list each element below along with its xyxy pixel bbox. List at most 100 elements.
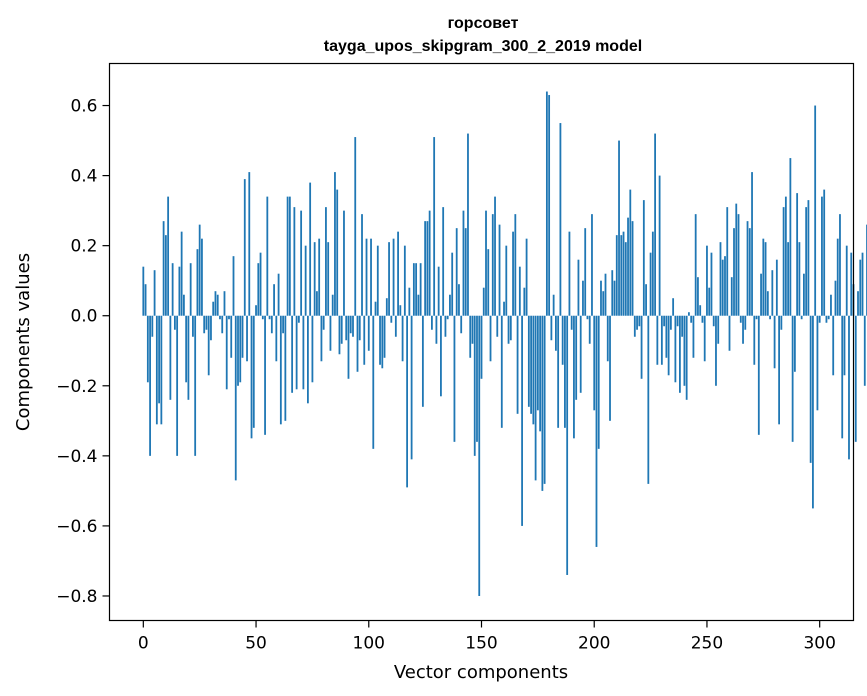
bar-249 [703,315,706,362]
x-tick-label: 0 [138,634,149,654]
bar-170 [525,238,528,316]
bar-268 [746,221,749,316]
bar-184 [557,315,560,428]
bar-165 [514,214,517,316]
bar-236 [674,315,677,383]
bar-111 [392,238,395,316]
bar-141 [460,315,463,334]
bar-35 [221,315,224,334]
bar-307 [834,280,837,316]
bar-263 [735,203,738,316]
bar-47 [248,172,251,316]
bar-189 [568,231,571,316]
bar-296 [809,315,812,463]
bar-118 [408,287,411,316]
bar-310 [841,315,844,439]
bar-13 [171,263,174,316]
bar-191 [573,315,575,439]
bar-24 [196,249,199,316]
bar-270 [751,172,753,316]
bar-149 [478,315,481,596]
bar-42 [237,315,239,386]
bar-122 [417,294,420,316]
bar-0 [142,266,145,316]
bar-262 [733,228,735,316]
bar-132 [440,315,442,397]
bar-115 [401,315,404,362]
bar-190 [570,315,573,330]
bar-237 [676,315,679,327]
bar-248 [701,315,704,323]
bar-90 [345,315,348,341]
bar-22 [192,315,194,337]
bar-221 [640,315,643,379]
bar-53 [261,315,264,320]
bar-153 [487,249,490,316]
bar-46 [246,315,248,362]
bar-219 [636,315,638,330]
y-axis-label: Components values [13,253,34,431]
bar-253 [712,315,715,327]
bar-21 [189,263,192,316]
bar-92 [349,315,352,334]
bar-186 [561,315,564,365]
bar-11 [167,196,170,316]
bar-63 [284,315,287,421]
bar-223 [645,284,647,316]
bar-28 [205,315,208,330]
bar-101 [370,238,372,316]
bar-265 [739,315,742,323]
bar-292 [800,315,803,320]
bar-108 [385,298,388,316]
bar-154 [489,315,492,362]
bar-224 [647,315,650,484]
bar-160 [503,301,505,316]
bar-285 [784,196,787,316]
bar-303 [825,315,828,323]
bar-222 [642,200,645,316]
x-tick-label: 200 [578,634,610,654]
bar-244 [692,315,695,358]
bar-71 [302,315,305,390]
bar-43 [239,315,242,383]
bar-318 [859,259,862,316]
bar-168 [521,315,523,526]
bar-114 [399,305,402,316]
bar-227 [654,133,656,316]
bar-121 [415,263,418,316]
bar-206 [606,315,609,362]
bar-12 [169,315,172,400]
bar-284 [782,207,785,316]
bar-210 [615,235,618,316]
bar-230 [660,315,663,365]
bar-312 [845,245,848,316]
bar-148 [476,315,478,442]
bar-306 [832,315,835,376]
bar-129 [433,137,436,316]
bar-142 [462,210,465,316]
bar-16 [178,266,181,316]
bar-183 [555,315,557,351]
bar-282 [778,315,780,425]
bar-313 [848,315,850,460]
bar-110 [390,315,393,323]
x-tick-label: 100 [353,634,385,654]
bar-103 [374,301,377,316]
bar-144 [467,133,469,316]
bar-152 [485,210,487,316]
bar-97 [361,214,363,316]
bar-254 [715,315,717,386]
bar-204 [602,291,605,316]
bar-278 [769,315,771,320]
bar-137 [451,252,454,316]
bar-150 [480,315,483,379]
bar-66 [291,315,294,393]
bar-119 [410,315,413,460]
bar-194 [579,315,582,393]
bar-51 [257,263,260,316]
bar-34 [219,315,221,320]
bar-301 [821,196,823,316]
y-axis-ticks: −0.8 −0.6 −0.4 −0.2 0.0 0.2 0.4 0.6 [56,97,110,607]
bar-140 [458,284,460,316]
